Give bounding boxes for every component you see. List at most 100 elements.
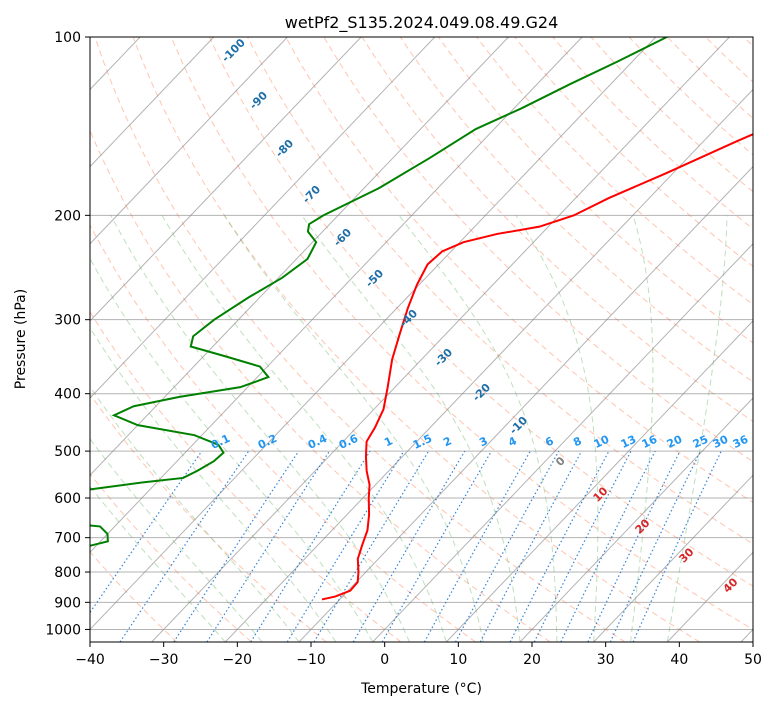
moist-adiabat-line bbox=[630, 215, 654, 642]
moist-adiabat-line bbox=[90, 327, 337, 642]
dry-adiabat-line bbox=[361, 37, 753, 423]
y-tick-label: 200 bbox=[54, 208, 81, 224]
isotherm-line bbox=[372, 243, 753, 642]
upper-label: -30 bbox=[432, 346, 455, 369]
moist-adiabat-line bbox=[515, 215, 599, 642]
dry-adiabat-line bbox=[285, 37, 753, 503]
isotherm-line bbox=[90, 37, 436, 399]
mixing-ratio-label: 36 bbox=[731, 433, 751, 451]
dry-adiabat-line bbox=[437, 37, 753, 344]
x-tick-label: 30 bbox=[597, 652, 615, 668]
isotherm-line bbox=[90, 37, 509, 476]
moist-adiabat-line bbox=[90, 485, 226, 642]
moist-adiabat-line bbox=[301, 215, 521, 642]
isotherm-line bbox=[519, 397, 753, 642]
y-tick-label: 100 bbox=[54, 30, 81, 46]
mixing-ratio-label: 0.6 bbox=[337, 432, 360, 452]
moist-adiabat-line bbox=[110, 215, 410, 642]
x-tick-label: −20 bbox=[223, 652, 253, 668]
upper-label: 40 bbox=[721, 575, 741, 595]
mixing-ratio-line bbox=[119, 450, 250, 642]
dry-adiabat-line bbox=[743, 37, 753, 47]
x-tick-label: 10 bbox=[449, 652, 467, 668]
x-tick-label: −10 bbox=[296, 652, 326, 668]
y-axis-label: Pressure (hPa) bbox=[13, 289, 29, 389]
moist-adiabat-line bbox=[223, 215, 484, 642]
x-tick-label: −40 bbox=[75, 652, 105, 668]
y-tick-label: 300 bbox=[54, 313, 81, 329]
isotherm-line bbox=[445, 320, 753, 642]
mixing-ratio-label: 4 bbox=[506, 434, 519, 449]
upper-label: -70 bbox=[300, 183, 323, 206]
mixing-ratio-label: 25 bbox=[691, 433, 710, 451]
isotherm-line bbox=[90, 37, 657, 631]
upper-label: -100 bbox=[219, 36, 248, 65]
upper-label: 30 bbox=[677, 545, 697, 565]
dry-adiabat-line bbox=[94, 37, 626, 642]
upper-label: -80 bbox=[273, 137, 296, 160]
dry-adiabat-line bbox=[208, 37, 753, 587]
isotherm-line bbox=[151, 37, 730, 642]
x-tick-label: −30 bbox=[149, 652, 179, 668]
upper-label: -10 bbox=[507, 414, 530, 437]
temperature-line bbox=[321, 133, 753, 601]
mixing-ratio-line bbox=[560, 450, 656, 642]
moist-adiabat-line bbox=[666, 215, 728, 642]
y-tick-label: 1000 bbox=[45, 622, 81, 638]
dry-adiabat-line bbox=[90, 393, 327, 642]
series-layer bbox=[90, 37, 753, 601]
mixing-ratio-label: 10 bbox=[592, 433, 612, 451]
isotherm-line bbox=[90, 37, 288, 245]
isotherm-line bbox=[90, 37, 583, 554]
chart-title: wetPf2_S135.2024.049.08.49.G24 bbox=[285, 13, 559, 33]
isotherm-line bbox=[740, 628, 753, 642]
moist-adiabat-line bbox=[90, 257, 374, 642]
dry-adiabat-line bbox=[132, 37, 700, 642]
dry-adiabat-line bbox=[476, 37, 753, 306]
y-tick-label: 800 bbox=[54, 565, 81, 581]
mixing-ratio-label: 3 bbox=[477, 434, 489, 449]
y-tick-label: 900 bbox=[54, 595, 81, 611]
y-tick-label: 700 bbox=[54, 531, 81, 547]
mixing-ratio-label: 20 bbox=[665, 433, 685, 451]
x-tick-label: 50 bbox=[744, 652, 762, 668]
isotherm-line bbox=[224, 88, 753, 642]
x-tick-label: 0 bbox=[380, 652, 389, 668]
moist-adiabat-line bbox=[161, 215, 447, 642]
mixing-ratio-line bbox=[423, 450, 531, 642]
x-axis-label: Temperature (°C) bbox=[360, 681, 482, 697]
upper-label: -90 bbox=[247, 89, 270, 112]
upper-label: -50 bbox=[363, 267, 386, 290]
mixing-ratio-line bbox=[286, 450, 405, 642]
upper-label: -60 bbox=[331, 226, 354, 249]
mixing-ratio-line bbox=[313, 450, 430, 642]
mixing-ratio-label: 1.5 bbox=[411, 432, 434, 452]
mixing-ratio-line bbox=[352, 450, 466, 642]
mixing-ratio-label: 1 bbox=[382, 434, 394, 449]
dry-adiabat-line bbox=[399, 37, 753, 383]
upper-label: -20 bbox=[470, 381, 493, 404]
mixing-ratio-line bbox=[454, 450, 560, 642]
dewpoint-line bbox=[90, 37, 668, 547]
dry-adiabat-line bbox=[90, 473, 252, 642]
plot-frame bbox=[89, 36, 754, 643]
mixing-ratio-label: 2 bbox=[441, 434, 453, 449]
dry-adiabat-line bbox=[247, 37, 753, 545]
mixing-ratio-line bbox=[632, 450, 722, 642]
dry-adiabat-line bbox=[90, 129, 551, 642]
upper-label: -40 bbox=[397, 307, 420, 330]
y-tick-label: 600 bbox=[54, 491, 81, 507]
x-tick-label: 20 bbox=[523, 652, 541, 668]
isotherm-line bbox=[90, 37, 215, 168]
dry-adiabat-line bbox=[323, 37, 753, 463]
dry-adiabat-line bbox=[90, 224, 476, 642]
isotherm-line bbox=[298, 165, 753, 642]
isotherm-line bbox=[90, 37, 362, 322]
dry-adiabat-line bbox=[170, 37, 753, 631]
mixing-ratio-line bbox=[533, 450, 632, 642]
upper-label: 0 bbox=[553, 454, 568, 469]
y-tick-label: 400 bbox=[54, 387, 81, 403]
grid-layer bbox=[90, 37, 753, 642]
y-axis: 100 200 300 400 500 600 700 800 900 1000 bbox=[45, 30, 90, 638]
